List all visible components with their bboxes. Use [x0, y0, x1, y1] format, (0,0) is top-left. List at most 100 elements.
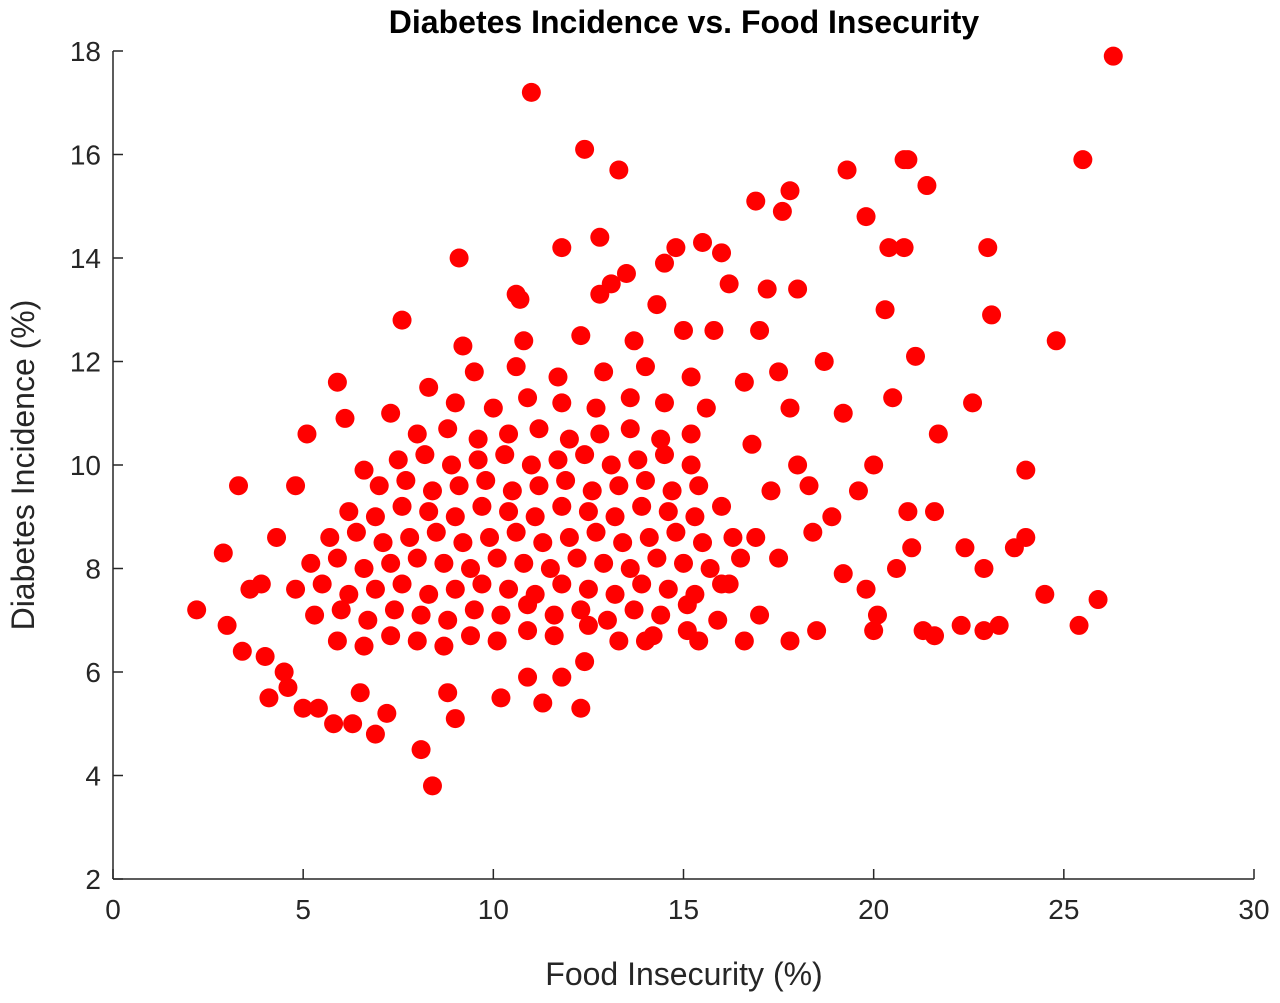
point: [308, 698, 328, 718]
point: [746, 191, 766, 211]
x-axis-label: Food Insecurity (%): [545, 956, 822, 992]
point: [464, 362, 484, 382]
point: [601, 455, 621, 475]
point: [419, 502, 439, 522]
point: [632, 496, 652, 516]
point: [674, 320, 693, 340]
point: [609, 476, 629, 496]
point: [814, 352, 834, 371]
point: [400, 527, 420, 547]
point: [586, 522, 606, 542]
point: [928, 424, 948, 444]
point: [833, 403, 853, 423]
point: [384, 600, 404, 620]
point: [514, 331, 534, 351]
point: [464, 600, 484, 620]
point: [708, 610, 728, 630]
point: [590, 227, 610, 247]
point: [240, 579, 260, 599]
point: [685, 584, 705, 604]
point: [286, 579, 306, 599]
point: [506, 357, 526, 377]
point: [521, 455, 541, 475]
point: [1069, 615, 1089, 635]
point: [377, 703, 397, 723]
point: [365, 724, 385, 744]
point: [833, 564, 853, 584]
point: [373, 533, 393, 553]
point: [681, 455, 701, 475]
point: [274, 662, 294, 682]
point: [586, 398, 606, 418]
point: [769, 362, 789, 382]
point: [567, 548, 587, 568]
point: [392, 496, 412, 516]
y-tick-label: 18: [70, 36, 101, 67]
point: [491, 688, 511, 708]
point: [951, 615, 971, 635]
point: [529, 419, 549, 439]
point: [301, 553, 321, 573]
point: [320, 527, 340, 547]
x-tick-label: 25: [1048, 894, 1079, 925]
point: [712, 496, 732, 516]
point: [635, 471, 655, 491]
point: [689, 631, 709, 651]
point: [864, 621, 884, 641]
point: [712, 243, 732, 263]
point: [559, 527, 579, 547]
point: [616, 264, 636, 284]
point: [286, 476, 306, 496]
point: [848, 481, 868, 501]
point: [407, 631, 427, 651]
point: [518, 621, 538, 641]
point: [354, 559, 374, 578]
point: [327, 372, 347, 392]
point: [651, 605, 671, 625]
point: [658, 502, 678, 522]
point: [1088, 590, 1108, 610]
point: [350, 683, 370, 703]
point: [624, 600, 644, 620]
point: [396, 471, 416, 491]
point: [925, 502, 945, 522]
point: [925, 626, 945, 646]
y-tick-label: 14: [70, 243, 101, 274]
point: [506, 522, 526, 542]
y-axis-label: Diabetes Incidence (%): [5, 300, 41, 631]
point: [898, 502, 918, 522]
point: [704, 320, 724, 340]
point: [696, 398, 716, 418]
point: [297, 424, 317, 444]
point: [381, 553, 401, 573]
point: [267, 527, 287, 547]
point: [552, 667, 572, 687]
point: [856, 579, 876, 599]
point: [422, 481, 442, 501]
point: [312, 574, 332, 594]
point: [635, 357, 655, 377]
point: [354, 460, 374, 480]
point: [647, 548, 667, 568]
point: [259, 688, 279, 708]
point: [605, 584, 625, 604]
point: [613, 533, 633, 553]
point: [974, 559, 994, 578]
chart-title: Diabetes Incidence vs. Food Insecurity: [389, 4, 980, 40]
point: [369, 476, 389, 496]
point: [213, 543, 233, 563]
point: [434, 636, 454, 656]
y-tick-label: 10: [70, 450, 101, 481]
point: [609, 160, 629, 180]
point: [438, 683, 458, 703]
point: [476, 471, 496, 491]
point: [354, 636, 374, 656]
point: [780, 181, 800, 201]
point: [571, 600, 591, 620]
point: [552, 238, 572, 258]
point: [651, 429, 671, 449]
point: [685, 507, 705, 527]
point: [693, 232, 713, 252]
